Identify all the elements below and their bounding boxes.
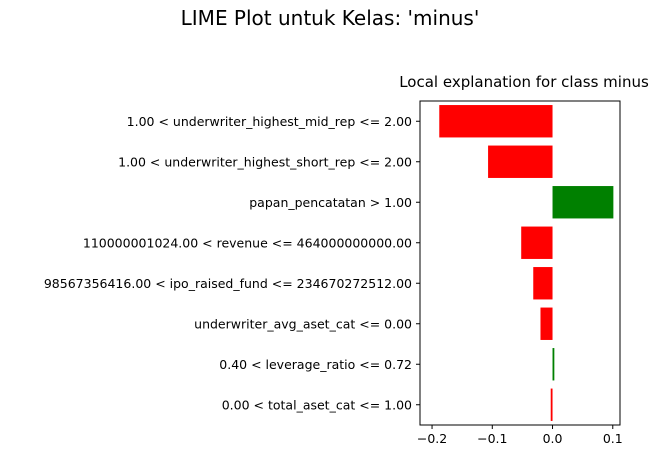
y-ticks-group: 1.00 < underwriter_highest_mid_rep <= 2.… <box>44 114 420 412</box>
y-tick-label: 1.00 < underwriter_highest_short_rep <= … <box>118 154 412 169</box>
y-tick-label: 98567356416.00 < ipo_raised_fund <= 2346… <box>44 276 412 291</box>
bar-8 <box>550 388 553 421</box>
bar-7 <box>552 348 555 381</box>
figure-suptitle: LIME Plot untuk Kelas: 'minus' <box>181 6 480 30</box>
bar-2 <box>488 145 553 178</box>
x-tick-label: −0.1 <box>477 431 507 446</box>
axes-frame <box>419 100 621 426</box>
bar-6 <box>540 307 553 340</box>
x-ticks-group: −0.2 −0.1 0.0 0.1 <box>417 425 623 446</box>
y-tick-label: underwriter_avg_aset_cat <= 0.00 <box>194 316 412 331</box>
axes-title: Local explanation for class minus <box>399 73 649 91</box>
y-tick-label: 0.40 < leverage_ratio <= 0.72 <box>219 357 412 372</box>
bar-5 <box>533 267 553 300</box>
bar-1 <box>439 105 553 138</box>
x-tick-label: 0.0 <box>543 431 563 446</box>
y-tick-label: 1.00 < underwriter_highest_mid_rep <= 2.… <box>127 114 412 129</box>
y-tick-label: 110000001024.00 < revenue <= 46400000000… <box>83 235 412 250</box>
y-tick-label: papan_pencatatan > 1.00 <box>249 195 412 210</box>
bars-group <box>439 105 614 421</box>
x-tick-label: −0.2 <box>417 431 447 446</box>
x-tick-label: 0.1 <box>603 431 623 446</box>
bar-3 <box>552 186 614 219</box>
bar-4 <box>521 226 553 259</box>
y-tick-label: 0.00 < total_aset_cat <= 1.00 <box>222 397 412 412</box>
